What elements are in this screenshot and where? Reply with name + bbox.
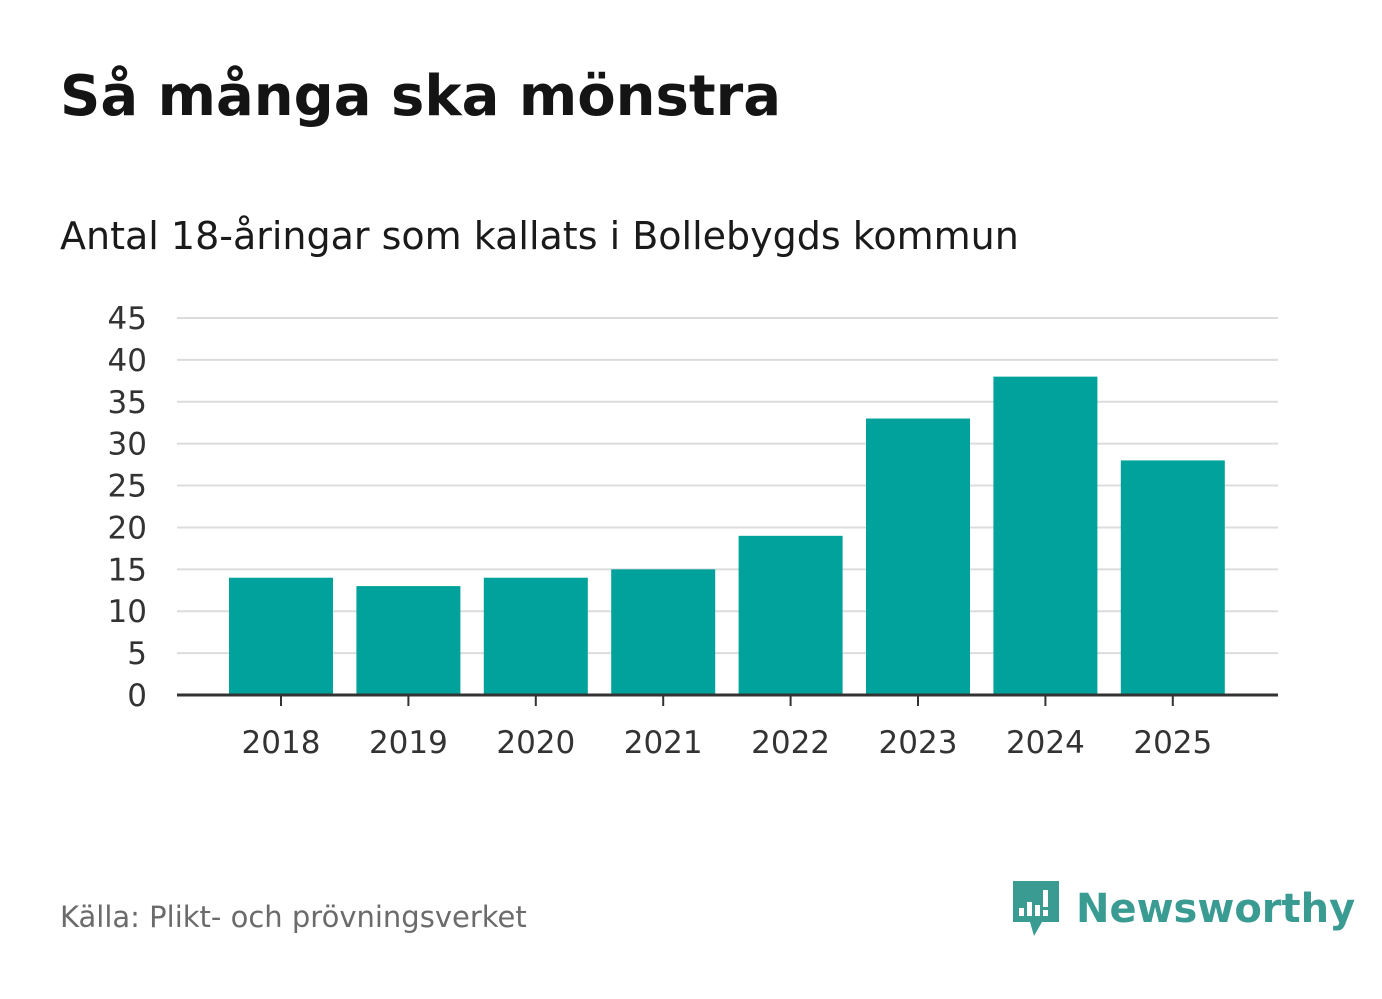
axes: [177, 693, 1278, 706]
bars: [229, 376, 1225, 695]
bar-2018: [229, 577, 333, 695]
bar-2021: [611, 569, 716, 695]
x-tick-label: 2023: [879, 725, 958, 761]
y-tick-label: 40: [108, 343, 147, 379]
y-tick-label: 45: [108, 301, 147, 337]
bar-2019: [356, 586, 461, 695]
x-tick-label: 2018: [242, 725, 321, 761]
y-tick-label: 0: [127, 678, 147, 714]
newsworthy-bar-chart-icon: [1013, 881, 1059, 936]
bar-2020: [483, 577, 588, 695]
bar-2024: [993, 376, 1098, 695]
y-tick-label: 5: [127, 636, 147, 672]
source-note: Källa: Plikt- och prövningsverket: [60, 900, 527, 934]
bar-2022: [738, 535, 843, 695]
y-tick-label: 25: [108, 469, 147, 505]
chart-title: Så många ska mönstra: [60, 64, 782, 129]
bar-2025: [1120, 460, 1225, 695]
x-tick-label: 2024: [1006, 725, 1085, 761]
brand-name: Newsworthy: [1076, 886, 1356, 932]
x-tick-label: 2022: [751, 725, 830, 761]
x-tick-label: 2020: [496, 725, 575, 761]
y-tick-label: 10: [108, 594, 147, 630]
chart-subtitle: Antal 18-åringar som kallats i Bollebygd…: [60, 214, 1019, 258]
bar-2023: [866, 418, 970, 695]
y-tick-label: 30: [108, 427, 147, 463]
x-tick-label: 2019: [369, 725, 448, 761]
y-tick-label: 35: [108, 385, 147, 421]
y-tick-label: 15: [108, 552, 147, 588]
x-tick-label: 2025: [1133, 725, 1212, 761]
x-tick-label: 2021: [624, 725, 703, 761]
y-tick-label: 20: [108, 510, 147, 546]
brand: Newsworthy: [1010, 878, 1355, 940]
grid-lines: [177, 317, 1278, 655]
